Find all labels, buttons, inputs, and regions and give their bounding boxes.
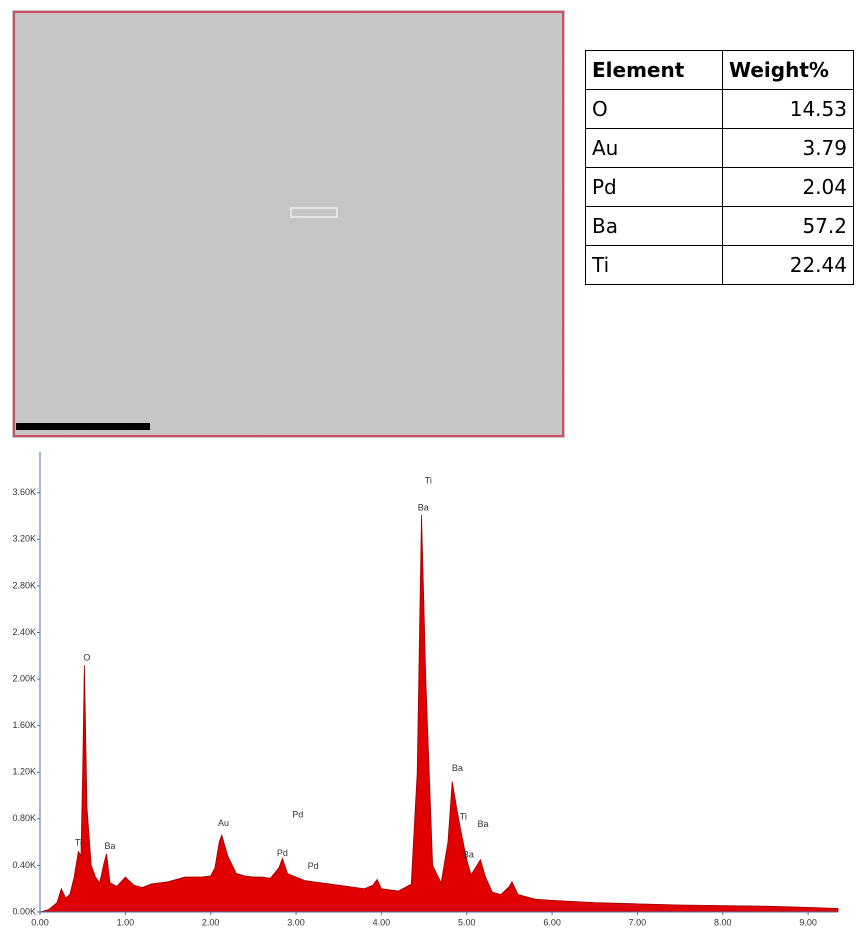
peak-label: Ba [463, 849, 474, 859]
row: Ba 57.2 [585, 206, 854, 246]
x-tick-label: 9.00 [799, 917, 817, 927]
element-cell: O [585, 89, 723, 129]
element-cell: Ba [585, 206, 723, 246]
x-tick-label: 7.00 [629, 917, 647, 927]
row: Ti 22.44 [585, 245, 854, 285]
peak-label: Ti [425, 475, 432, 485]
scale-bar [16, 423, 150, 430]
spectrum: 0.00K 0.40K 0.80K 1.20K 1.60K 2.00K 2.40K 2.80K… [12, 452, 839, 927]
x-tick-label: 4.00 [373, 917, 391, 927]
header-cell: Weight% [722, 50, 854, 90]
y-tick-label: 2.00K [12, 673, 36, 683]
element-cell: Pd [585, 167, 723, 207]
weight-cell: 3.79 [722, 128, 854, 168]
y-tick-label: 0.80K [12, 813, 36, 823]
peak-label: Ba [104, 841, 115, 851]
y-tick-label: 3.20K [12, 534, 36, 544]
y-tick-label: 1.60K [12, 720, 36, 730]
row: O 14.53 [585, 89, 854, 129]
header-cell: Element [585, 50, 723, 90]
peak-label: Ba [477, 819, 488, 829]
peak-label: Ti [460, 811, 467, 821]
element-cell: Ti [585, 245, 723, 285]
peak-label: Ba [452, 763, 463, 773]
weight-cell: 14.53 [722, 89, 854, 129]
selection-box [290, 207, 338, 218]
peak-label: O [83, 653, 90, 663]
y-tick-label: 2.80K [12, 580, 36, 590]
spectrum-area [39, 514, 839, 913]
x-tick-label: 3.00 [287, 917, 305, 927]
weight-cell: 22.44 [722, 245, 854, 285]
row: Pd 2.04 [585, 167, 854, 207]
element-cell: Au [585, 128, 723, 168]
peak-label: Ba [418, 502, 429, 512]
header-row: Element Weight% [585, 50, 854, 90]
weight-cell: 2.04 [722, 167, 854, 207]
sem-image [12, 10, 565, 438]
peak-label: Pd [292, 810, 303, 820]
y-tick-label: 1.20K [12, 767, 36, 777]
peak-label: Au [218, 818, 229, 828]
x-tick-label: 1.00 [117, 917, 135, 927]
peak-label: Pd [277, 848, 288, 858]
peak-label: Pd [308, 861, 319, 871]
weight-table: Element Weight% O 14.53 Au 3.79 Pd 2.04 Ba 57.2… [585, 50, 854, 285]
y-tick-label: 0.40K [12, 860, 36, 870]
y-tick-label: 2.40K [12, 627, 36, 637]
sem-texture [12, 10, 565, 438]
rows: O 14.53 Au 3.79 Pd 2.04 Ba 57.2 Ti 22.44 [585, 89, 854, 285]
x-tick-label: 0.00 [31, 917, 49, 927]
y-tick-label: 0.00K [12, 906, 36, 916]
row: Au 3.79 [585, 128, 854, 168]
frame [13, 11, 564, 437]
x-tick-label: 8.00 [714, 917, 732, 927]
weight-cell: 57.2 [722, 206, 854, 246]
peak-label: Ti [75, 838, 82, 848]
x-tick-label: 6.00 [543, 917, 561, 927]
x-tick-label: 5.00 [458, 917, 476, 927]
x-tick-label: 2.00 [202, 917, 220, 927]
y-tick-label: 3.60K [12, 487, 36, 497]
